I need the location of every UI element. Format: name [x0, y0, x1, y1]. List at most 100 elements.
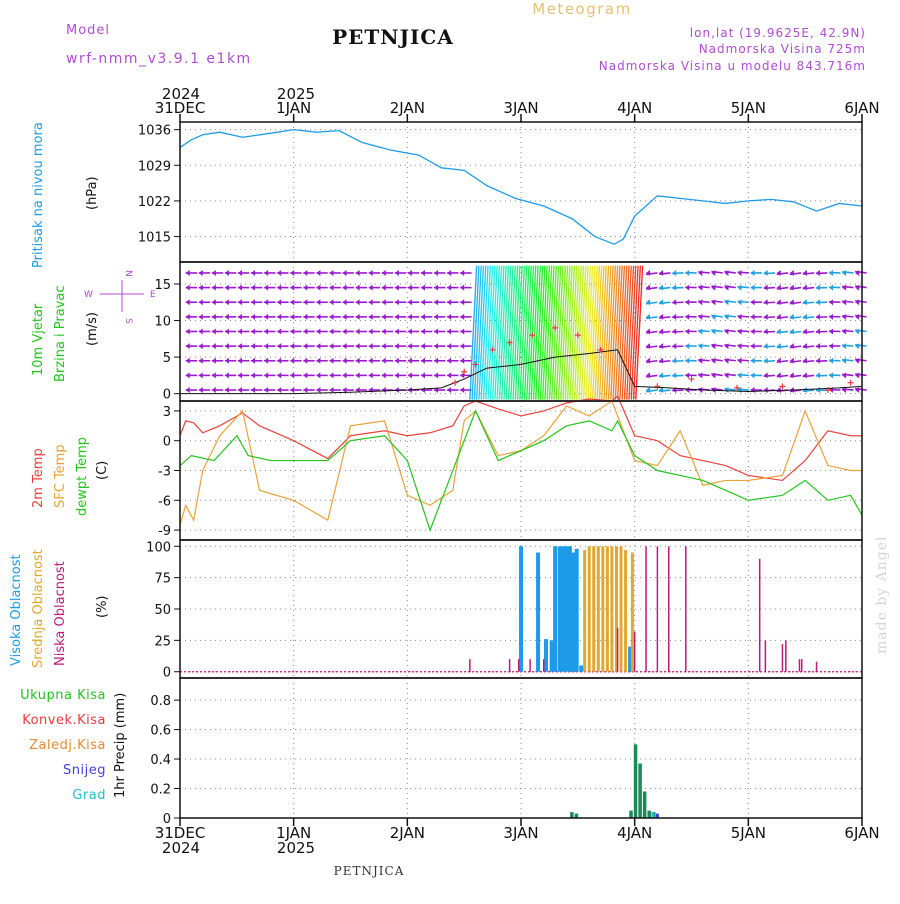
y-tick-label: 75: [154, 572, 171, 587]
wind-arrow-head: [421, 387, 425, 393]
wind-arrow-head: [764, 314, 768, 320]
y-tick-label: -9: [158, 524, 171, 539]
wind-arrow-head: [369, 270, 373, 276]
wind-arrow-head: [672, 299, 676, 305]
wind-arrow-head: [829, 285, 833, 291]
wind-arrow-head: [672, 329, 676, 335]
lonlat-label: lon,lat (19.9625E, 42.9N): [690, 26, 866, 40]
low-cloud-bar: [518, 659, 520, 672]
y-tick-label: 0.4: [150, 753, 171, 768]
wind-arrow-head: [199, 372, 203, 378]
compass-e: E: [150, 290, 156, 300]
model-label: Model: [66, 23, 110, 38]
wind-arrow-head: [460, 387, 464, 393]
low-cloud-bar: [782, 644, 784, 672]
top-tick-label: 5JAN: [731, 99, 766, 117]
wind-arrow-head: [803, 285, 807, 291]
wind-arrow-head: [434, 329, 438, 335]
wind-arrow-head: [238, 329, 242, 335]
wind-arrow-head: [447, 285, 451, 291]
wind-arrow-head: [225, 343, 229, 349]
wind-arrow-head: [685, 387, 689, 393]
wind-arrow-head: [316, 299, 320, 305]
wind-arrow-head: [764, 270, 768, 276]
mid-cloud-bar: [610, 546, 613, 671]
wind-arrow-head: [225, 299, 229, 305]
wind-arrow-head: [447, 314, 451, 320]
wind-arrow-head: [369, 387, 373, 393]
low-cloud-ylabel: Niska Oblacnost: [53, 561, 68, 666]
wind-arrow-head: [777, 343, 781, 349]
y-tick-label: 1015: [138, 231, 171, 246]
wind-arrow-head: [408, 270, 412, 276]
wind-arrow-head: [316, 329, 320, 335]
y-tick-label: 0: [163, 388, 171, 403]
wind-arrow-head: [764, 343, 768, 349]
wind-arrow-head: [343, 270, 347, 276]
wind-arrow-head: [698, 285, 702, 291]
panels: 103610291022101515105030-3-6-91007550250…: [138, 122, 867, 827]
wind-arrow-head: [829, 343, 833, 349]
mid-cloud-bar: [620, 546, 623, 671]
low-cloud-bar: [634, 632, 636, 672]
wind-arrow-head: [382, 358, 386, 364]
wind-arrow-head: [777, 358, 781, 364]
wind-arrow-head: [421, 343, 425, 349]
low-cloud-bar: [816, 662, 818, 672]
wind-arrow-head: [186, 270, 190, 276]
wind-arrow-head: [816, 387, 820, 393]
wind-arrow-head: [764, 329, 768, 335]
wind-arrow-head: [329, 314, 333, 320]
wind-arrow-head: [277, 358, 281, 364]
wind-arrow-head: [382, 372, 386, 378]
low-cloud-bar: [657, 546, 659, 671]
wind-arrow-head: [238, 358, 242, 364]
wind-arrow-head: [842, 329, 846, 335]
wind-arrow-head: [329, 329, 333, 335]
wind-arrow-head: [447, 387, 451, 393]
wind-arrow-head: [408, 285, 412, 291]
wind-arrow-head: [343, 299, 347, 305]
wind-arrow-head: [290, 285, 294, 291]
wind-arrow-head: [356, 299, 360, 305]
precip-total-label: Ukupna Kisa: [20, 688, 106, 703]
wind-arrow-head: [434, 299, 438, 305]
high-cloud-bar: [550, 640, 554, 671]
wind-arrow-head: [803, 343, 807, 349]
wind-arrow-head: [842, 372, 846, 378]
wind-arrow-head: [395, 285, 399, 291]
wind-arrow-head: [447, 299, 451, 305]
wind-arrow-head: [751, 270, 755, 276]
y-tick-label: 0: [163, 435, 171, 450]
wind-arrow-head: [303, 387, 307, 393]
wind-arrow-head: [356, 343, 360, 349]
wind-arrow-head: [698, 329, 702, 335]
wind-arrow-head: [238, 285, 242, 291]
wind-arrow-head: [685, 343, 689, 349]
dewpt-ylabel: dewpt Temp: [75, 437, 90, 516]
wind-arrow-head: [408, 358, 412, 364]
wind-arrow-head: [685, 270, 689, 276]
wind-arrow-head: [751, 343, 755, 349]
wind-arrow-head: [303, 314, 307, 320]
wind-arrow-head: [829, 314, 833, 320]
wind-arrow-head: [212, 372, 216, 378]
wind-arrow-head: [751, 299, 755, 305]
high-cloud-bar: [553, 546, 557, 671]
wind-arrow-head: [777, 329, 781, 335]
wind-arrow-head: [764, 372, 768, 378]
wind-arrow-head: [356, 372, 360, 378]
wind-arrow-head: [225, 358, 229, 364]
wind-arrow-head: [460, 285, 464, 291]
high-cloud-bar: [536, 553, 540, 672]
wind-arrow-head: [212, 299, 216, 305]
wind-arrow-head: [329, 299, 333, 305]
bottom-tick-label: 5JAN: [731, 824, 766, 842]
low-cloud-bar: [617, 628, 619, 672]
wind-arrow-head: [447, 372, 451, 378]
wind-unit: (m/s): [85, 312, 100, 346]
top-tick-label: 1JAN: [276, 99, 311, 117]
